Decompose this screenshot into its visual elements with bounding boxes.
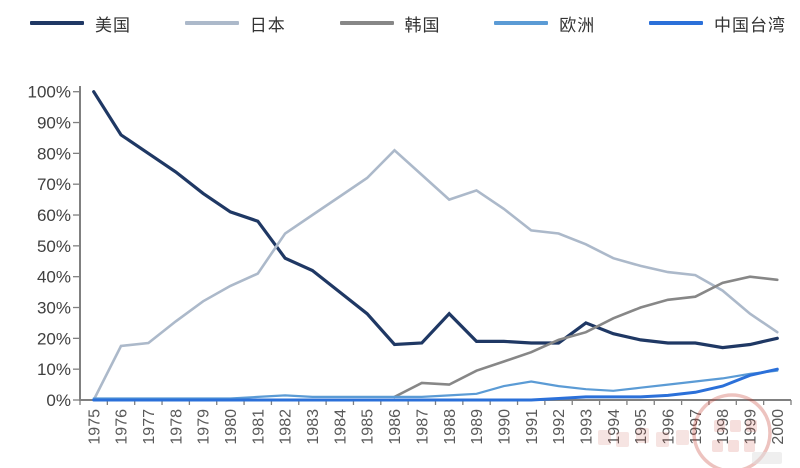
legend-swatch	[184, 21, 239, 25]
x-tick-label: 2000	[770, 409, 787, 445]
x-tick-label: 1981	[250, 409, 267, 445]
y-tick-label: 10%	[37, 360, 71, 379]
x-tick-label: 1999	[743, 409, 760, 445]
legend-item-1: 日本	[184, 11, 286, 36]
series-line-2	[393, 275, 779, 399]
watermark-glyph	[728, 440, 739, 452]
watermark-glyph	[676, 430, 689, 445]
series-line-0	[92, 90, 779, 350]
y-tick-label: 90%	[37, 113, 71, 132]
watermark-glyph	[656, 432, 669, 447]
watermark-glyph	[714, 420, 725, 432]
series-line-4	[92, 367, 779, 402]
legend-item-4: 中国台湾	[649, 11, 786, 36]
legend-item-0: 美国	[30, 11, 131, 36]
x-tick-label: 1978	[168, 409, 185, 445]
watermark-glyph	[616, 432, 629, 447]
legend-label: 韩国	[404, 15, 441, 35]
x-tick-label: 1975	[86, 409, 103, 445]
y-tick-label: 0%	[46, 391, 71, 410]
x-tick-label: 1993	[579, 409, 596, 445]
x-tick-label: 1996	[661, 409, 678, 445]
watermark-seal-ring	[692, 393, 772, 468]
watermark-gray-mark	[752, 452, 782, 464]
legend-swatch	[649, 21, 703, 25]
watermark-glyph	[712, 440, 723, 452]
x-tick-label: 1987	[414, 409, 431, 445]
x-tick-label: 1991	[524, 409, 541, 445]
x-tick-label: 1992	[551, 409, 568, 445]
legend-label: 日本	[249, 15, 286, 35]
legend-label: 欧洲	[559, 15, 596, 35]
x-tick-label: 1979	[196, 409, 213, 445]
y-tick-label: 50%	[37, 237, 71, 256]
x-tick-label: 1995	[633, 409, 650, 445]
legend-swatch	[339, 21, 394, 25]
x-tick-label: 1994	[606, 409, 623, 445]
legend-swatch	[494, 21, 549, 25]
x-tick-label: 1989	[469, 409, 486, 445]
y-tick-label: 100%	[28, 83, 71, 102]
y-tick-label: 20%	[37, 329, 71, 348]
x-tick-label: 1984	[332, 409, 349, 445]
x-tick-label: 1977	[141, 409, 158, 445]
y-tick-label: 40%	[37, 268, 71, 287]
y-tick-label: 70%	[37, 175, 71, 194]
series-line-1	[92, 148, 779, 402]
x-tick-label: 1980	[223, 409, 240, 445]
x-tick-label: 1986	[387, 409, 404, 445]
watermark-glyph	[746, 420, 757, 432]
x-tick-label: 1985	[360, 409, 377, 445]
watermark-glyph	[730, 420, 741, 432]
chart-legend: 美国 日本 韩国 欧洲 中国台湾	[30, 10, 786, 36]
x-tick-label: 1997	[688, 409, 705, 445]
y-tick-label: 80%	[37, 144, 71, 163]
legend-swatch	[30, 21, 84, 25]
x-tick-label: 1983	[305, 409, 322, 445]
x-tick-label: 1976	[114, 409, 131, 445]
watermark-glyph	[744, 440, 755, 452]
legend-item-3: 欧洲	[494, 11, 595, 36]
x-tick-label: 1998	[715, 409, 732, 445]
x-tick-label: 1990	[496, 409, 513, 445]
legend-label: 美国	[95, 15, 131, 35]
x-tick-label: 1988	[442, 409, 459, 445]
legend-item-2: 韩国	[339, 11, 441, 36]
watermark-stamp	[598, 393, 782, 468]
x-tick-label: 1982	[278, 409, 295, 445]
watermark-glyph	[598, 430, 611, 445]
legend-label: 中国台湾	[714, 15, 786, 35]
y-tick-label: 60%	[37, 206, 71, 225]
watermark-glyph	[636, 428, 649, 443]
y-tick-label: 30%	[37, 298, 71, 317]
